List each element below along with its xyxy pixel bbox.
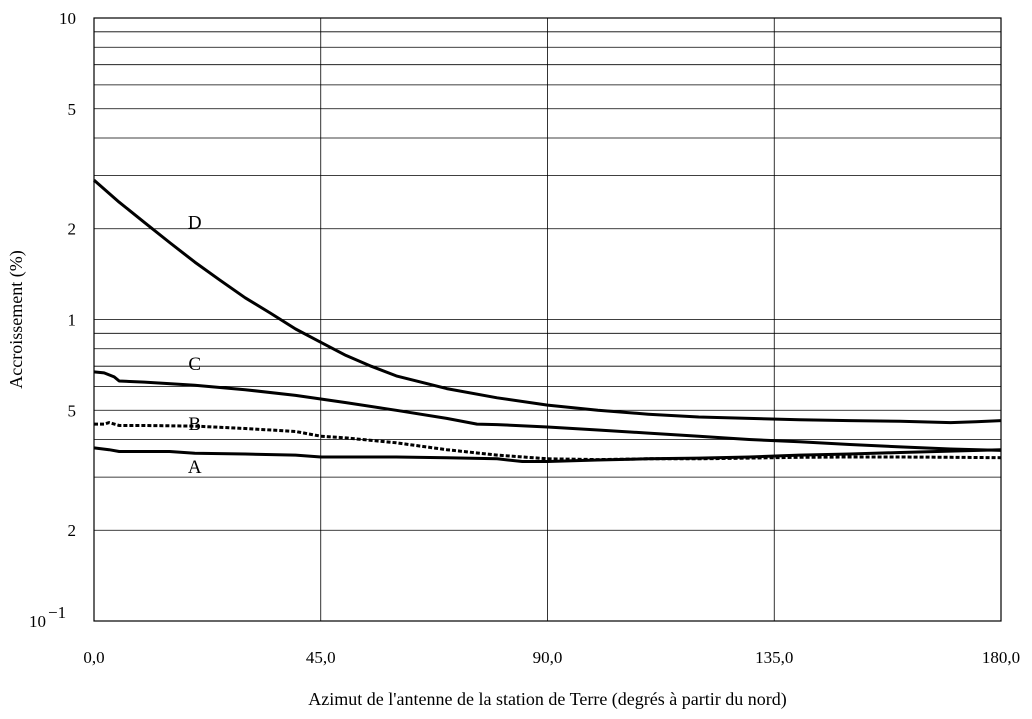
series-layer <box>93 178 1002 463</box>
x-tick-label: 180,0 <box>982 648 1020 667</box>
x-tick-label: 90,0 <box>533 648 563 667</box>
y-tick-label: 2 <box>68 220 77 239</box>
label-layer: D C B A <box>188 213 202 478</box>
series-line-c <box>93 370 1002 452</box>
series-label-b: B <box>188 414 201 435</box>
y-tick-label: 1 <box>68 311 77 330</box>
x-axis-title: Azimut de l'antenne de la station de Ter… <box>308 689 786 710</box>
y-tick-label: 2 <box>68 521 77 540</box>
plot-frame <box>93 17 1002 622</box>
y-tick-label: 10 <box>59 9 76 28</box>
series-line-d <box>93 178 1002 425</box>
y-axis-title: Accroissement (%) <box>6 250 27 388</box>
x-tick-label: 45,0 <box>306 648 336 667</box>
x-tick-label: 135,0 <box>755 648 793 667</box>
grid-layer <box>93 17 1002 621</box>
y-tick-superscript: −1 <box>48 603 66 622</box>
series-line-b <box>94 421 1002 462</box>
y-tick-label: 10 <box>29 612 46 631</box>
series-label-a: A <box>188 457 202 478</box>
series-label-c: C <box>188 354 201 375</box>
series-line-a <box>93 446 1002 463</box>
y-tick-label: 5 <box>68 401 77 420</box>
x-tick-label: 0,0 <box>83 648 104 667</box>
series-label-d: D <box>188 213 202 234</box>
y-tick-label: 5 <box>68 100 77 119</box>
